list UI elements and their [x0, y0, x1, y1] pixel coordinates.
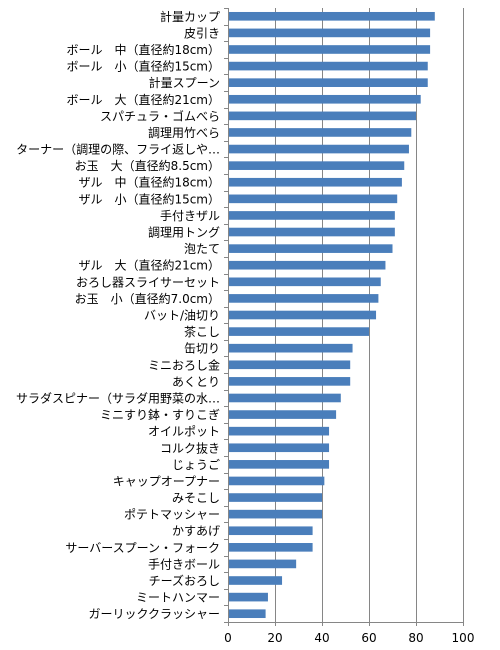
bar-26: [228, 443, 330, 453]
category-label: 手付きザル: [160, 209, 220, 223]
bar-10: [228, 177, 402, 187]
bar-24: [228, 410, 337, 419]
bar-28: [228, 476, 325, 486]
category-label: キャップオープナー: [113, 474, 220, 488]
category-label: サーバースプーン・フォーク: [65, 541, 220, 555]
bar-13: [228, 227, 395, 237]
category-label: 茶こし: [184, 324, 220, 339]
bar-5: [228, 94, 421, 104]
bar-21: [228, 360, 351, 370]
bar-14: [228, 244, 393, 253]
bar-34: [228, 576, 283, 585]
category-label: コルク抜き: [160, 441, 220, 455]
category-label: バット/油切り: [144, 309, 220, 323]
bar-9: [228, 161, 405, 170]
x-tick-labels: 0 20 40 60 80 100: [224, 631, 474, 645]
category-label: スパチュラ・ゴムべら: [100, 108, 220, 123]
bar-7: [228, 128, 412, 137]
category-label: ポテトマッシャー: [124, 508, 220, 522]
bar-1: [228, 28, 431, 38]
category-label: おろし器スライサーセット: [76, 275, 220, 289]
category-label: ザル 中（直径約18cm）: [78, 175, 220, 190]
category-label: 缶切り: [184, 342, 220, 356]
x-tick-label: 80: [408, 631, 423, 645]
bar-12: [228, 211, 395, 220]
bar-0: [228, 11, 435, 21]
bar-25: [228, 426, 330, 436]
bar-11: [228, 194, 398, 204]
bar-18: [228, 310, 377, 320]
x-tick-label: 20: [267, 631, 282, 645]
category-label: オイルポット: [148, 425, 220, 439]
category-label: 泡たて: [184, 242, 220, 256]
bar-36: [228, 609, 266, 619]
bar-33: [228, 559, 297, 569]
category-label: ターナー（調理の際、フライ返しや…: [16, 143, 220, 157]
bar-15: [228, 260, 386, 270]
category-label: あくとり: [172, 375, 220, 389]
category-label: みそこし: [172, 491, 220, 505]
bar-3: [228, 61, 428, 71]
category-label: ボール 中（直径約18cm）: [66, 42, 220, 57]
axes: [224, 8, 464, 626]
bar-19: [228, 327, 369, 336]
category-label: ミートハンマー: [136, 591, 220, 605]
bar-31: [228, 526, 313, 536]
bar-17: [228, 294, 379, 303]
x-tick-label: 100: [452, 631, 475, 645]
bar-4: [228, 78, 428, 87]
category-label: じょうご: [172, 457, 220, 472]
bar-16: [228, 277, 381, 287]
category-label: かすあげ: [172, 524, 220, 538]
bar-6: [228, 111, 416, 121]
category-label: ボール 大（直径約21cm）: [66, 92, 220, 107]
category-label: チーズおろし: [149, 573, 220, 588]
bar-8: [228, 144, 409, 154]
category-label: 調理用トング: [148, 226, 220, 240]
bar-29: [228, 493, 322, 502]
bar-27: [228, 460, 330, 469]
category-label: 計量スプーン: [149, 75, 220, 90]
category-label: 皮引き: [184, 26, 220, 40]
x-tick-label: 40: [314, 631, 329, 645]
category-label: お玉 小（直径約7.0cm）: [75, 291, 220, 306]
category-label: ボール 小（直径約15cm）: [66, 59, 220, 74]
category-label: 計量カップ: [160, 9, 220, 24]
x-tick-label: 60: [361, 631, 376, 645]
bar-35: [228, 592, 268, 602]
bars: [228, 11, 435, 619]
category-label: ミニすり鉢・すりこぎ: [100, 408, 220, 422]
category-label: ザル 大（直径約21cm）: [78, 258, 220, 273]
category-label: 調理用竹べら: [148, 126, 220, 140]
bar-2: [228, 45, 431, 54]
category-label: ミニおろし金: [148, 357, 220, 372]
category-label: 手付きボール: [148, 557, 220, 571]
bar-30: [228, 509, 322, 519]
bar-22: [228, 377, 351, 386]
bar-32: [228, 543, 313, 552]
bar-23: [228, 393, 341, 403]
category-label: ザル 小（直径約15cm）: [78, 191, 220, 206]
x-tick-label: 0: [224, 631, 232, 645]
category-label: サラダスピナー（サラダ用野菜の水…: [16, 390, 220, 405]
bar-20: [228, 343, 353, 353]
category-label: お玉 大（直径約8.5cm）: [75, 158, 220, 173]
category-label: ガーリッククラッシャー: [88, 607, 220, 621]
